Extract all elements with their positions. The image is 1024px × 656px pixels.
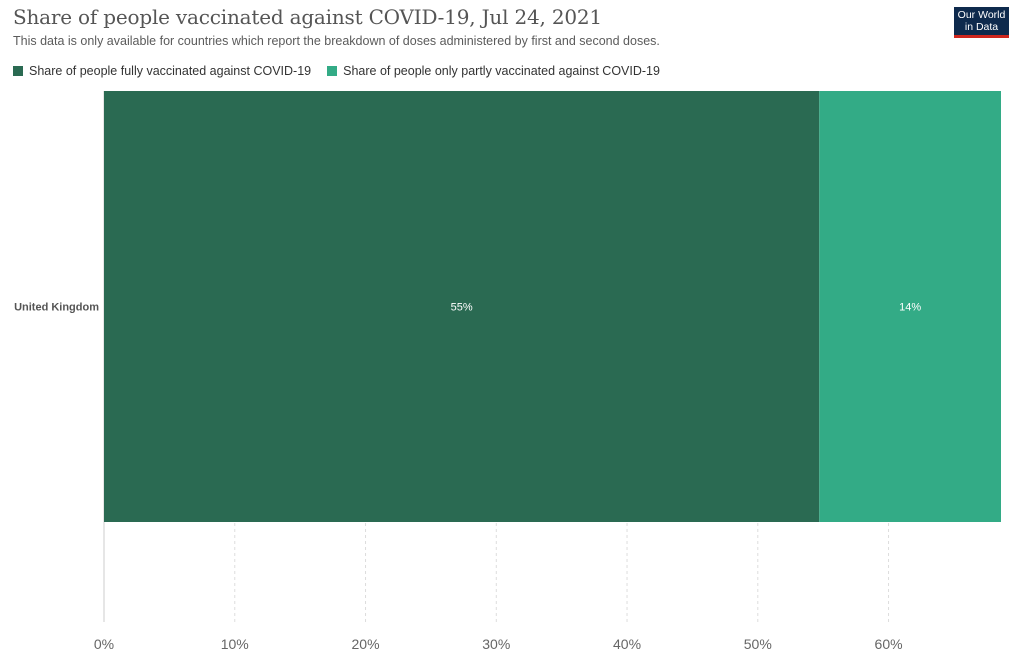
legend-label-partly: Share of people only partly vaccinated a…: [343, 64, 660, 78]
x-tick-label: 50%: [744, 636, 772, 652]
logo-line-1: Our World: [957, 9, 1006, 21]
owid-logo[interactable]: Our World in Data: [954, 7, 1009, 38]
x-tick-label: 30%: [482, 636, 510, 652]
x-tick-label: 40%: [613, 636, 641, 652]
x-tick-label: 60%: [875, 636, 903, 652]
bar-fully-vaccinated: [104, 91, 820, 522]
x-tick-label: 10%: [221, 636, 249, 652]
data-label-fully: 55%: [451, 302, 473, 314]
legend-label-fully: Share of people fully vaccinated against…: [29, 64, 312, 78]
data-label-partly: 14%: [899, 302, 921, 314]
logo-line-2: in Data: [964, 21, 999, 33]
x-tick-label: 0%: [94, 636, 114, 652]
chart-title: Share of people vaccinated against COVID…: [13, 5, 602, 29]
legend-item-fully[interactable]: Share of people fully vaccinated against…: [13, 64, 311, 78]
bar-partly-vaccinated: [819, 91, 1001, 522]
category-label: United Kingdom: [14, 302, 99, 314]
legend: Share of people fully vaccinated against…: [13, 64, 676, 78]
legend-item-partly[interactable]: Share of people only partly vaccinated a…: [327, 64, 660, 78]
x-tick-label: 20%: [352, 636, 380, 652]
legend-swatch-partly: [327, 66, 338, 76]
legend-swatch-fully: [13, 66, 23, 76]
chart-subtitle: This data is only available for countrie…: [13, 34, 660, 48]
